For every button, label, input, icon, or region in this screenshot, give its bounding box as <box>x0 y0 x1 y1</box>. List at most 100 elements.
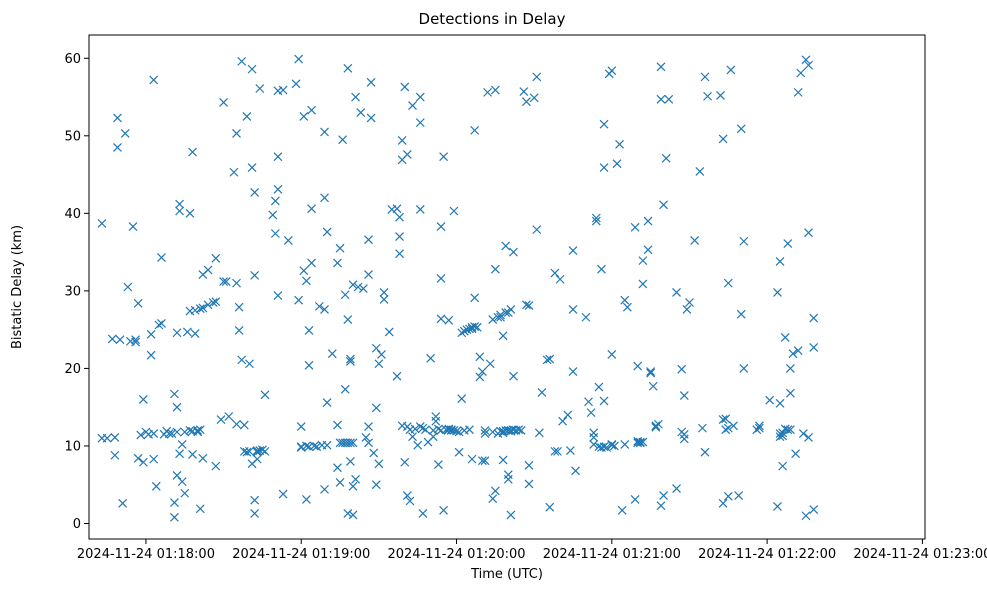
data-point <box>294 295 304 305</box>
data-point <box>754 423 764 433</box>
data-point <box>545 502 555 512</box>
data-point <box>113 113 122 123</box>
data-point <box>801 511 811 521</box>
data-point <box>607 440 617 450</box>
plot-area <box>88 34 926 540</box>
data-point <box>291 79 301 89</box>
data-point <box>488 315 498 324</box>
data-point <box>255 84 265 93</box>
data-point <box>519 87 529 97</box>
data-point <box>301 276 311 286</box>
data-point <box>775 398 785 408</box>
data-point <box>773 288 782 297</box>
data-point <box>506 510 516 520</box>
data-point <box>149 75 159 85</box>
data-point <box>348 481 358 491</box>
data-point <box>294 54 304 64</box>
data-point <box>169 512 179 522</box>
data-point <box>250 270 260 280</box>
data-point <box>138 457 148 467</box>
data-point <box>320 127 329 137</box>
data-point <box>524 460 534 470</box>
data-point <box>247 64 257 74</box>
data-point <box>364 235 373 245</box>
data-point <box>335 477 345 487</box>
data-point <box>643 245 653 255</box>
data-point <box>509 371 518 381</box>
data-point <box>568 246 578 255</box>
data-point <box>545 354 555 364</box>
data-point <box>307 105 317 115</box>
data-point <box>754 421 764 431</box>
data-point <box>343 315 353 324</box>
data-point <box>146 329 156 339</box>
data-point <box>307 258 317 268</box>
data-point <box>677 364 687 374</box>
data-point <box>635 438 645 448</box>
data-point <box>301 441 311 451</box>
data-point <box>415 422 425 431</box>
data-point <box>736 309 746 319</box>
data-point <box>374 459 384 469</box>
data-point <box>439 152 449 162</box>
data-point <box>128 222 138 231</box>
data-point <box>433 460 443 469</box>
data-point <box>374 359 384 369</box>
data-point <box>211 297 221 307</box>
data-point <box>413 440 423 450</box>
data-point <box>501 241 511 251</box>
data-point <box>278 489 288 499</box>
data-point <box>532 72 542 82</box>
data-point <box>115 335 125 345</box>
data-point <box>734 491 744 501</box>
data-point <box>400 457 410 467</box>
data-point <box>102 433 112 443</box>
data-point <box>653 419 663 429</box>
data-point <box>136 430 146 440</box>
data-point <box>607 350 617 359</box>
data-point <box>327 349 337 359</box>
data-point <box>537 388 547 397</box>
data-point <box>801 55 811 65</box>
data-point <box>340 384 350 394</box>
x-tick-label: 2024-11-24 01:21:00 <box>543 547 681 562</box>
data-point <box>343 508 353 518</box>
data-point <box>107 334 117 344</box>
data-point <box>648 381 658 391</box>
data-point <box>169 389 179 399</box>
data-point <box>617 505 627 515</box>
data-point <box>718 498 728 508</box>
data-point <box>439 505 449 515</box>
data-point <box>177 477 187 487</box>
x-tick-label: 2024-11-24 01:19:00 <box>232 547 370 562</box>
data-point <box>338 135 348 145</box>
data-point <box>524 301 534 311</box>
data-point <box>361 433 371 442</box>
data-point <box>268 210 278 220</box>
data-point <box>568 367 578 376</box>
data-point <box>415 205 425 214</box>
data-point <box>651 421 661 431</box>
data-point <box>809 313 819 323</box>
data-point <box>110 433 120 442</box>
data-point <box>584 397 593 407</box>
data-point <box>273 291 283 300</box>
data-point <box>615 139 625 149</box>
data-point <box>718 415 728 425</box>
data-point <box>785 425 795 435</box>
data-point <box>278 85 288 95</box>
data-point <box>672 484 681 494</box>
data-point <box>242 447 252 457</box>
data-point <box>736 124 746 134</box>
data-point <box>620 439 630 449</box>
data-point <box>320 484 329 494</box>
data-point <box>498 331 508 341</box>
data-point <box>568 305 578 314</box>
data-point <box>353 282 363 292</box>
data-point <box>224 412 234 421</box>
data-point <box>157 319 166 328</box>
data-point <box>371 403 381 413</box>
data-point <box>630 495 640 504</box>
data-point <box>195 304 205 314</box>
data-point <box>449 206 459 216</box>
